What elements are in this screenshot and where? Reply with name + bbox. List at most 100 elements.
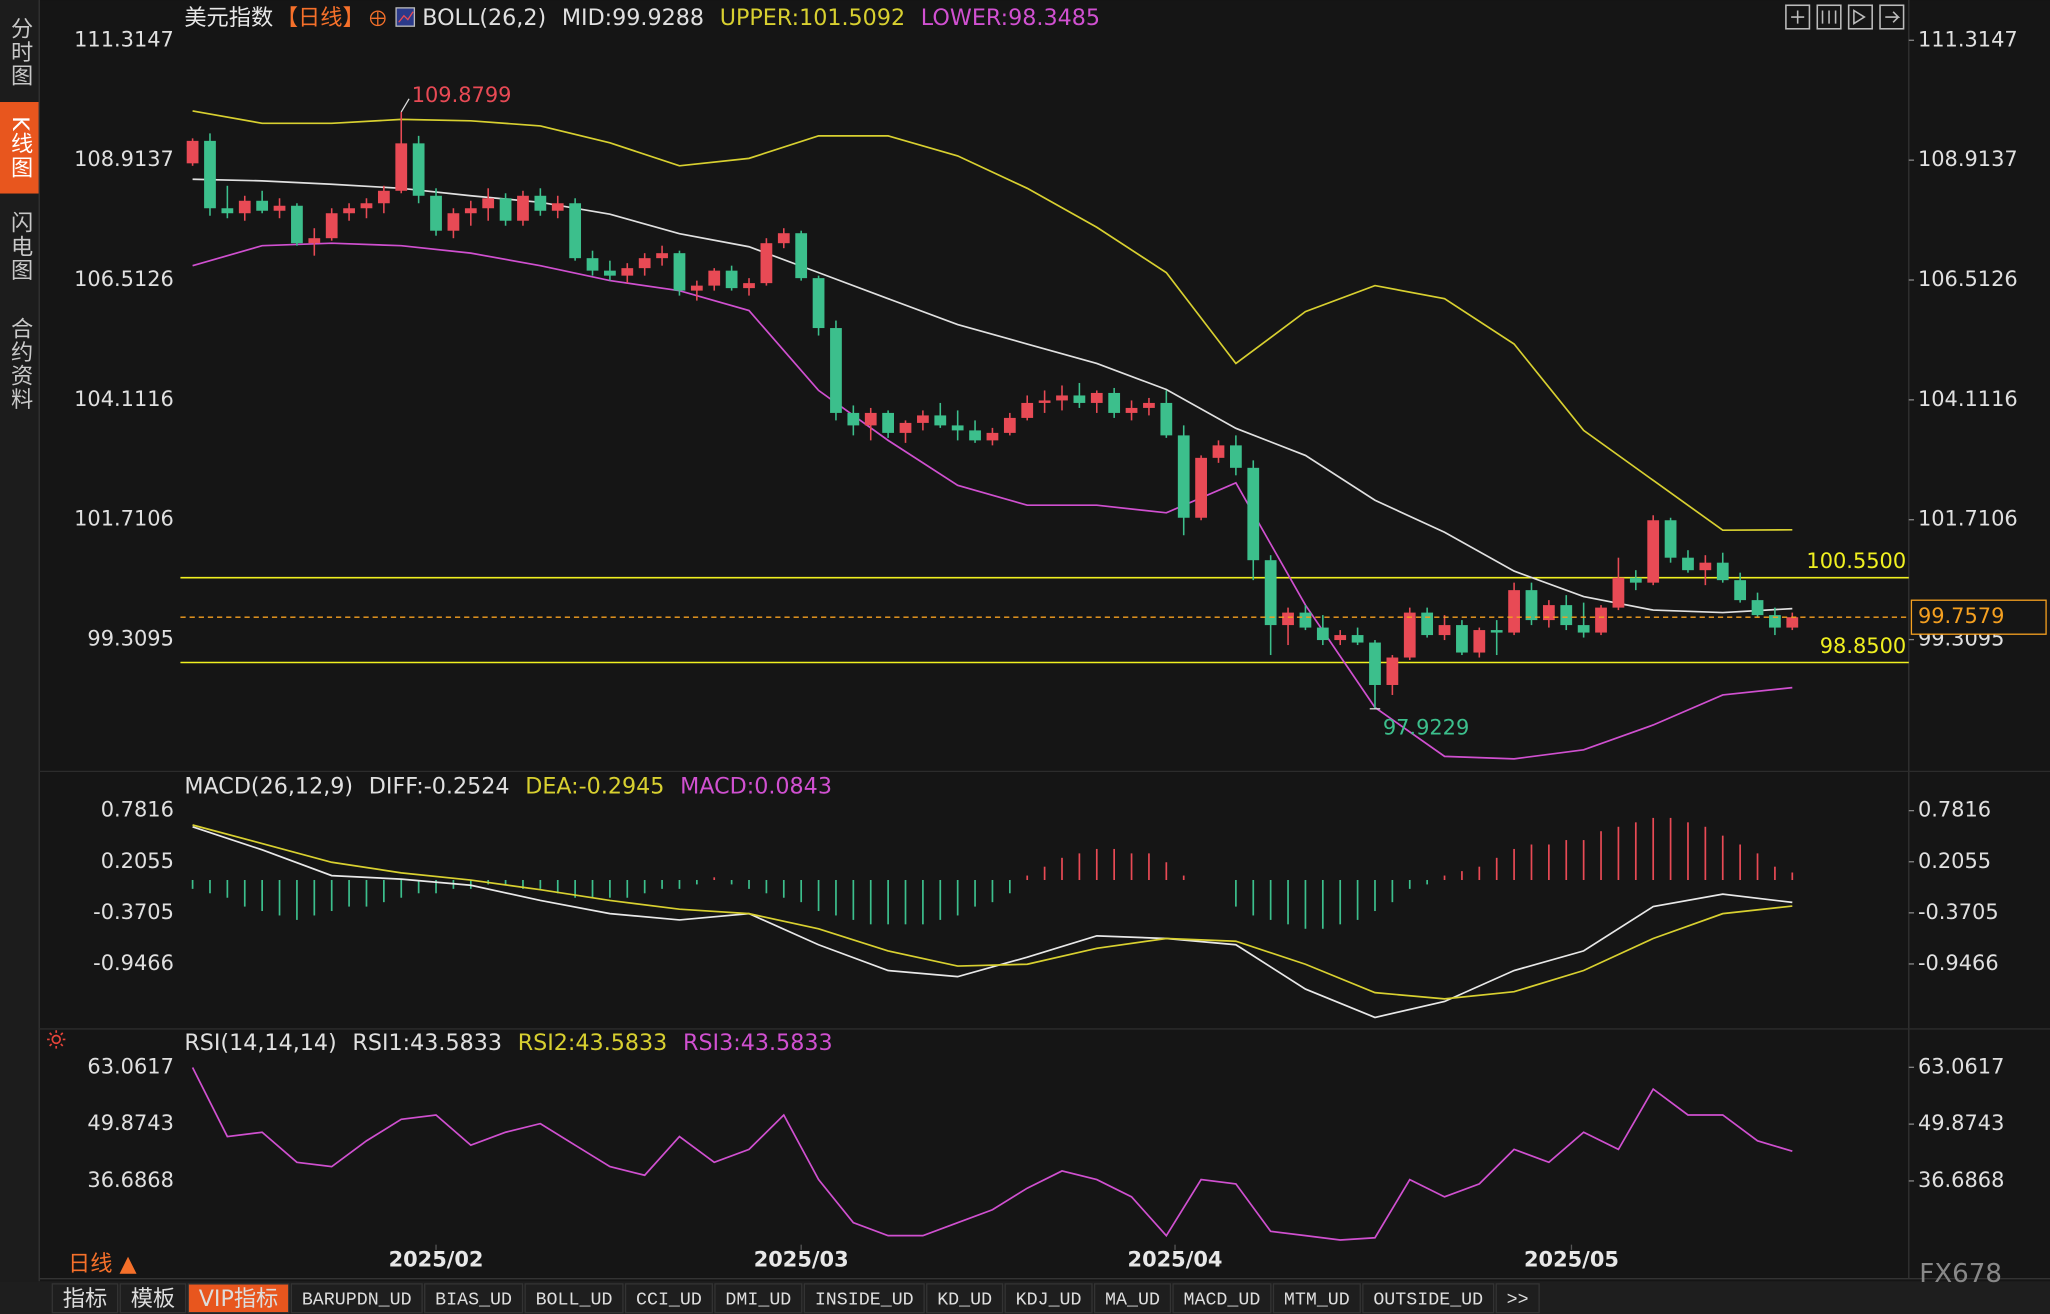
tab[interactable] (524, 1283, 624, 1314)
indicator-line (192, 178, 1793, 614)
candle-body (412, 143, 425, 196)
candle-body (221, 208, 234, 214)
candle-body (969, 430, 981, 441)
candle-body (1056, 395, 1068, 401)
indicator-line (192, 824, 1793, 1000)
level-label: 98.8500 (1820, 634, 1906, 658)
tab[interactable] (624, 1283, 713, 1314)
tab[interactable] (714, 1283, 803, 1314)
candle-body (1073, 395, 1086, 403)
tab-label[interactable]: KD_UD (937, 1290, 992, 1310)
tab-label[interactable]: >> (1507, 1290, 1529, 1310)
y-tick-label: 111.3147 (74, 27, 174, 51)
tab[interactable] (1272, 1283, 1361, 1314)
candle-body (1403, 612, 1416, 658)
candle-body (1595, 607, 1607, 633)
icon (398, 11, 414, 23)
y-tick-label: 111.3147 (1918, 27, 2018, 51)
tab[interactable] (1495, 1283, 1540, 1314)
candle-body (1699, 562, 1712, 571)
icon (371, 11, 385, 25)
y-tick-label: -0.9466 (93, 951, 174, 975)
y-tick-label: 0.7816 (101, 798, 174, 822)
legend-item: RSI(14,14,14) (184, 1030, 336, 1056)
tab[interactable] (1362, 1283, 1495, 1314)
tab-label[interactable]: VIP指标 (199, 1286, 279, 1312)
sidebar-tab[interactable]: 分时图 (7, 17, 33, 88)
tab-label[interactable]: BIAS_UD (435, 1290, 512, 1310)
y-tick-label: 49.8743 (87, 1111, 173, 1135)
candle-body (1525, 590, 1538, 621)
legend-item: UPPER:101.5092 (720, 5, 905, 31)
candle-body (1664, 520, 1677, 558)
candle-body (1369, 642, 1381, 685)
candle-body (569, 203, 582, 259)
candle-body (186, 140, 199, 164)
tab-label[interactable]: MACD_UD (1183, 1290, 1260, 1310)
tab-label[interactable]: MTM_UD (1284, 1290, 1350, 1310)
tab-label[interactable]: 指标 (63, 1286, 107, 1312)
candle-body (1751, 600, 1764, 616)
y-tick-label: 36.6868 (87, 1168, 173, 1192)
candle-body (899, 422, 912, 433)
candle-body (499, 198, 512, 221)
sidebar-tab[interactable]: K线图 (7, 116, 33, 179)
sidebar-active (0, 102, 40, 194)
tab[interactable] (1172, 1283, 1272, 1314)
candle-body (1560, 605, 1573, 626)
rsi-icon (47, 1030, 66, 1049)
tab[interactable] (1093, 1283, 1172, 1314)
tab-label[interactable]: DMI_UD (725, 1290, 791, 1310)
legend-item: MACD(26,12,9) (184, 774, 353, 800)
candle-body (238, 200, 251, 214)
y-tick-label: 108.9137 (74, 147, 174, 171)
candle-body (1264, 560, 1277, 626)
x-tick-label: 2025/05 (1524, 1247, 1619, 1271)
tab[interactable] (119, 1283, 187, 1314)
tab[interactable] (1004, 1283, 1093, 1314)
candle-body (377, 190, 390, 204)
legend-item: RSI3:43.5833 (683, 1030, 833, 1056)
period: 【日线】 (276, 5, 365, 31)
candle-body (812, 278, 825, 329)
candle-body (1473, 630, 1486, 653)
candle-body (482, 198, 495, 209)
icon (369, 10, 386, 27)
candle-body (464, 208, 477, 214)
candle-body (1769, 615, 1781, 628)
legend-item: DIFF:-0.2524 (369, 774, 510, 800)
tab-label[interactable]: KDJ_UD (1016, 1290, 1082, 1310)
y-tick-label: 49.8743 (1918, 1111, 2004, 1135)
candle-body (1456, 625, 1468, 653)
tab-label[interactable]: BARUPDN_UD (302, 1290, 412, 1310)
candle-body (1160, 402, 1173, 436)
candle-body (604, 270, 616, 276)
tab-label[interactable]: 模板 (131, 1286, 175, 1312)
candle-body (777, 233, 790, 244)
indicator-line (192, 110, 1793, 532)
period-label[interactable]: 日线 ▲ (68, 1251, 138, 1277)
candle-body (1386, 657, 1399, 685)
tab-label[interactable]: OUTSIDE_UD (1373, 1290, 1483, 1310)
tab-label[interactable]: CCI_UD (636, 1290, 702, 1310)
indicator-line (192, 826, 1793, 1019)
candle-body (308, 238, 321, 244)
candle-body (690, 285, 703, 291)
tab[interactable] (803, 1283, 925, 1314)
tab[interactable] (290, 1283, 423, 1314)
y-tick-label: 0.2055 (101, 849, 174, 873)
tab[interactable] (51, 1283, 119, 1314)
tab[interactable] (187, 1283, 290, 1314)
toolbar-icons (1785, 4, 1905, 30)
tab[interactable] (926, 1283, 1004, 1314)
sidebar-tab[interactable]: 合约资料 (7, 317, 33, 412)
candle-body (743, 283, 755, 289)
tab-label[interactable]: INSIDE_UD (815, 1290, 914, 1310)
candle-body (1490, 630, 1503, 633)
tab[interactable] (424, 1283, 524, 1314)
tab-label[interactable]: BOLL_UD (536, 1290, 613, 1310)
candle-body (551, 203, 564, 211)
tab-label[interactable]: MA_UD (1105, 1290, 1160, 1310)
sidebar-tab[interactable]: 闪电图 (7, 211, 33, 282)
y-tick-label: 104.1116 (1918, 387, 2018, 411)
